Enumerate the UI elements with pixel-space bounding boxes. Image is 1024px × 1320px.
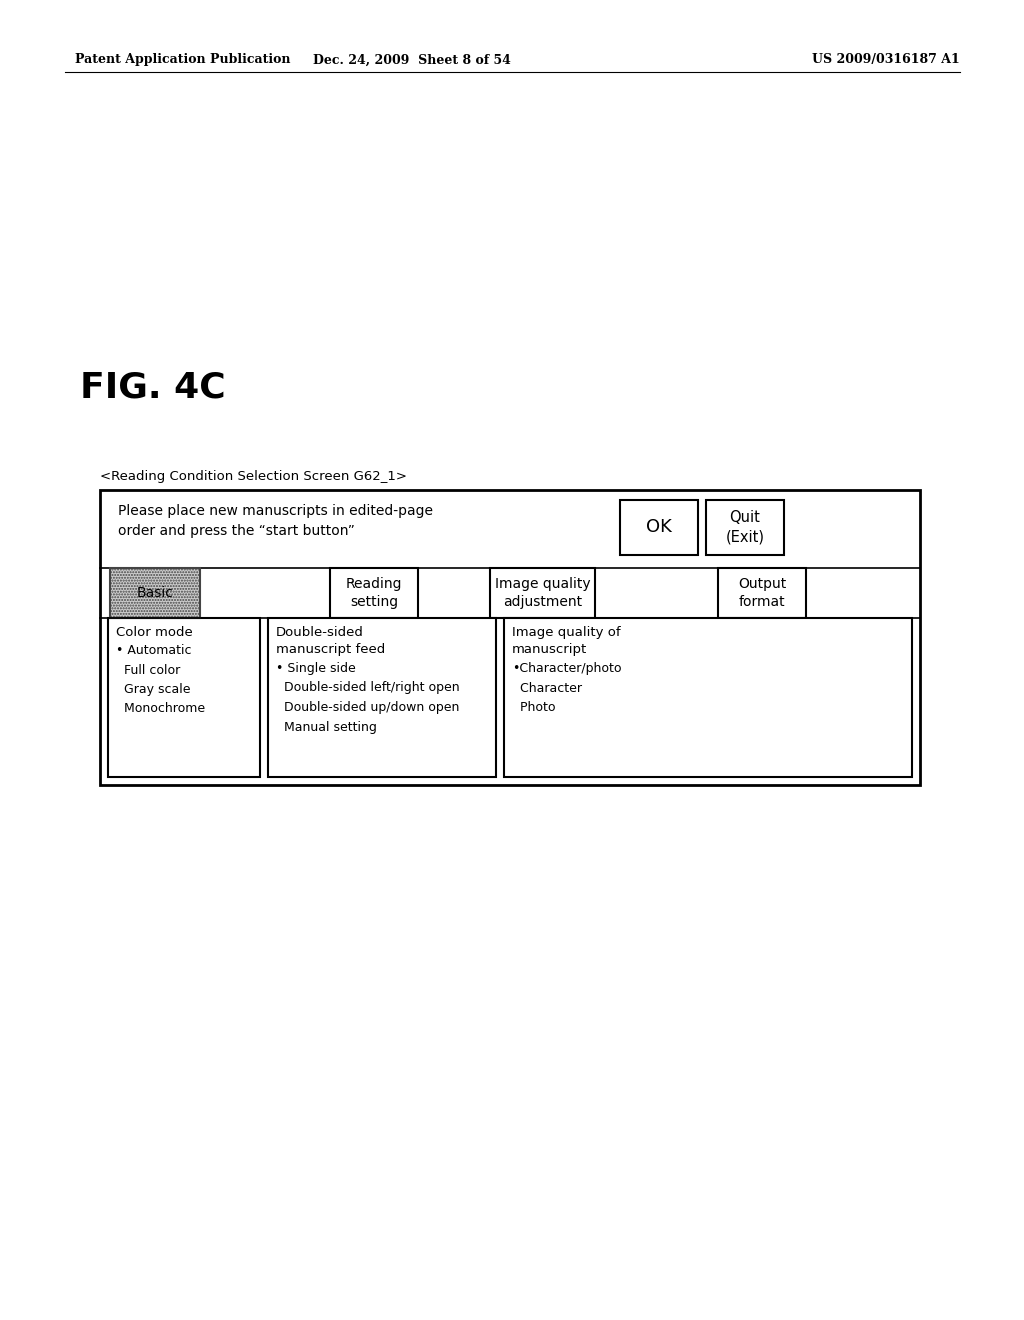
Text: OK: OK (646, 519, 672, 536)
Bar (706, 500, 784, 554)
Bar (108, 618, 260, 777)
Text: <Reading Condition Selection Screen G62_1>: <Reading Condition Selection Screen G62_… (100, 470, 407, 483)
Text: US 2009/0316187 A1: US 2009/0316187 A1 (812, 54, 961, 66)
Text: FIG. 4C: FIG. 4C (80, 370, 225, 404)
Text: Quit
(Exit): Quit (Exit) (725, 510, 765, 545)
Text: Patent Application Publication: Patent Application Publication (75, 54, 291, 66)
Bar (110, 568, 200, 618)
Bar (620, 500, 698, 554)
Bar (330, 568, 418, 618)
Text: • Single side
  Double-sided left/right open
  Double-sided up/down open
  Manua: • Single side Double-sided left/right op… (276, 663, 460, 734)
Bar (110, 568, 200, 618)
Text: • Automatic
  Full color
  Gray scale
  Monochrome: • Automatic Full color Gray scale Monoch… (116, 644, 205, 715)
Text: Color mode: Color mode (116, 626, 193, 639)
Text: Reading
setting: Reading setting (346, 577, 402, 610)
Text: Output
format: Output format (738, 577, 786, 610)
Bar (490, 568, 595, 618)
Bar (100, 490, 920, 785)
Bar (718, 568, 806, 618)
Bar (268, 618, 496, 777)
Text: Please place new manuscripts in edited-page
order and press the “start button”: Please place new manuscripts in edited-p… (118, 504, 433, 539)
Text: Basic: Basic (136, 586, 173, 601)
Text: Double-sided
manuscript feed: Double-sided manuscript feed (276, 626, 385, 656)
Text: Image quality of
manuscript: Image quality of manuscript (512, 626, 621, 656)
Bar (504, 618, 912, 777)
Text: Dec. 24, 2009  Sheet 8 of 54: Dec. 24, 2009 Sheet 8 of 54 (313, 54, 511, 66)
Text: •Character/photo
  Character
  Photo: •Character/photo Character Photo (512, 663, 622, 714)
Text: Image quality
adjustment: Image quality adjustment (495, 577, 590, 610)
